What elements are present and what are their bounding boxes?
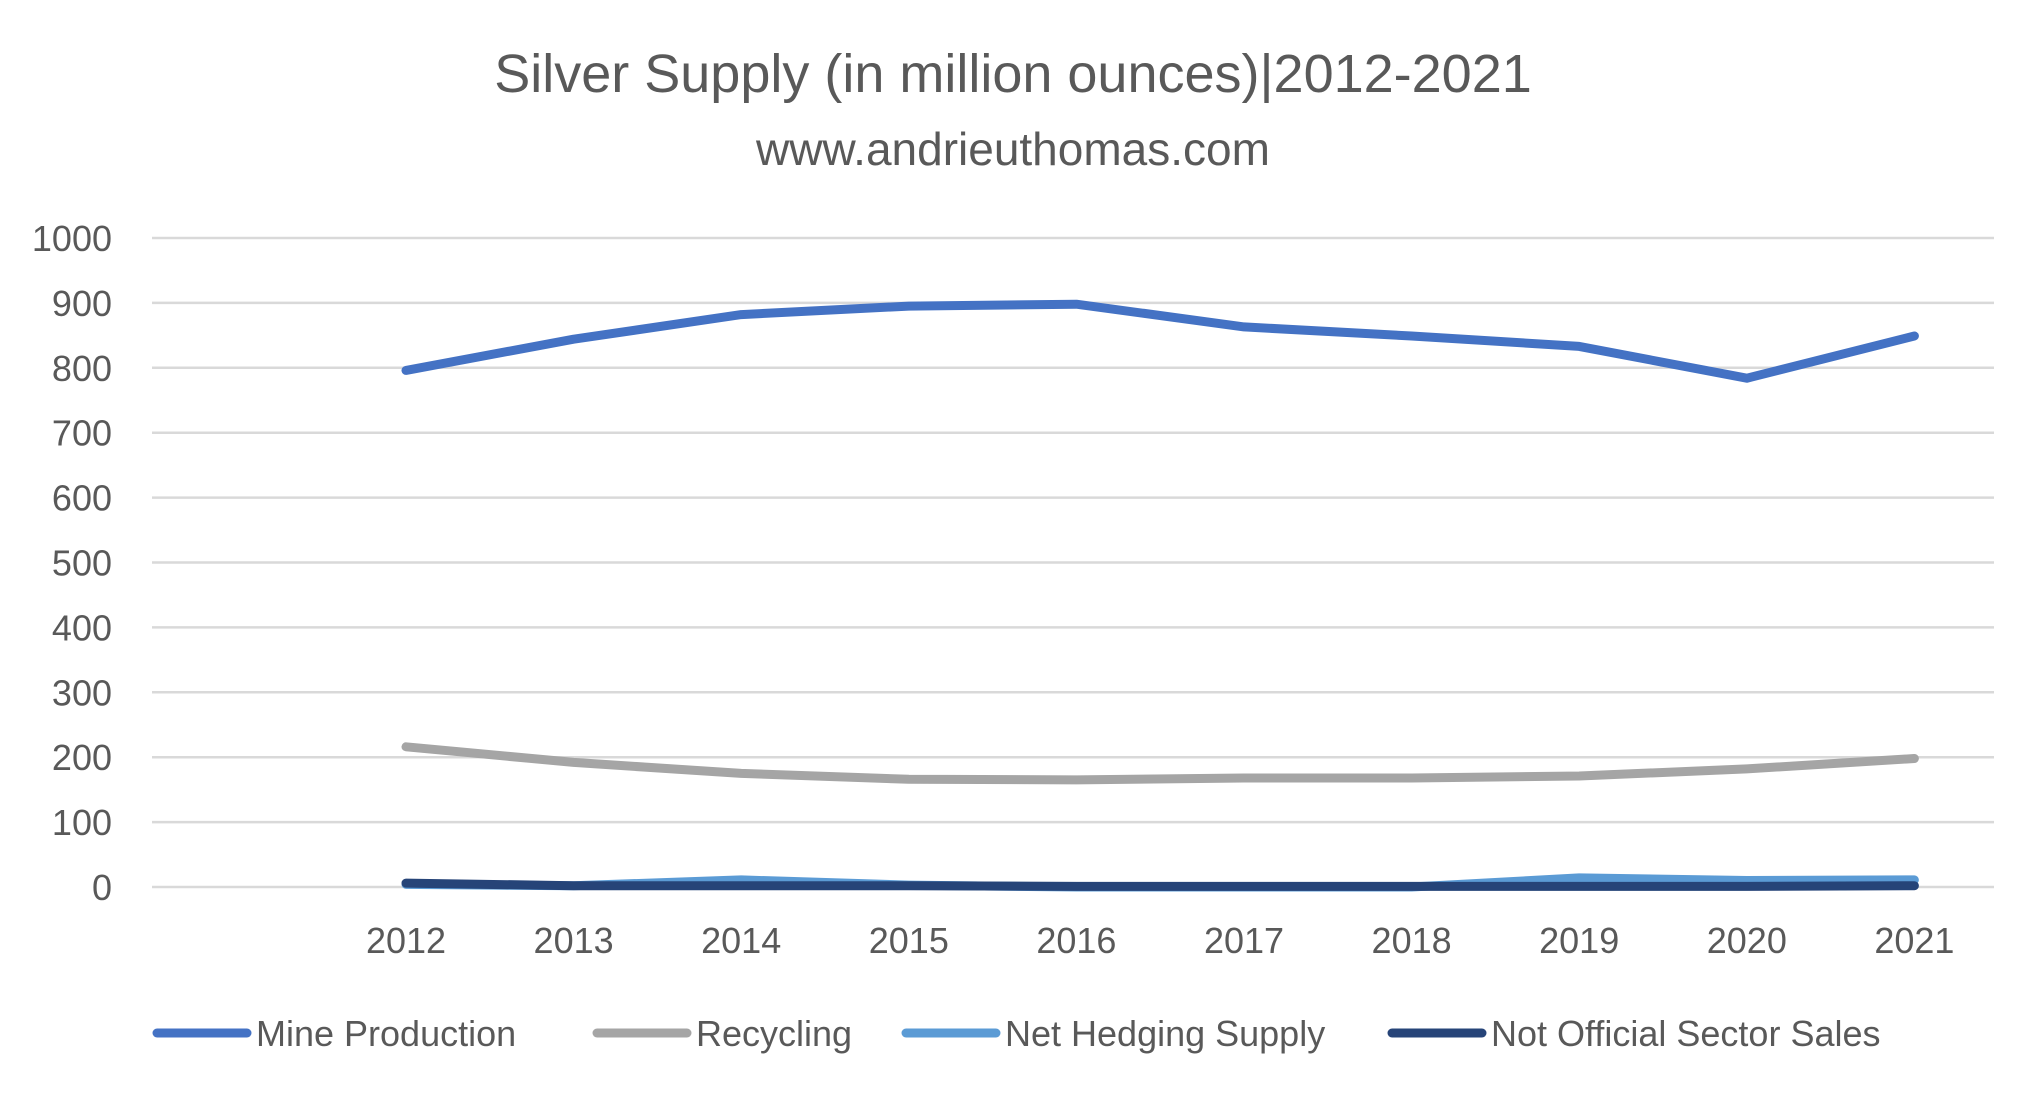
legend-label: Recycling (696, 1013, 852, 1054)
x-tick-label: 2015 (869, 920, 949, 961)
legend-label: Net Hedging Supply (1005, 1013, 1325, 1054)
y-tick-label: 900 (52, 283, 112, 324)
x-axis-tick-labels: 2012 2013 2014 2015 2016 2017 2018 2019 2020 2021 (366, 920, 1954, 961)
x-tick-label: 2017 (1204, 920, 1284, 961)
x-tick-label: 2014 (701, 920, 781, 961)
x-tick-label: 2018 (1372, 920, 1452, 961)
y-tick-label: 800 (52, 348, 112, 389)
legend: Mine Production Recycling Net Hedging Supp… (152, 1013, 1881, 1054)
y-tick-label: 0 (92, 867, 112, 908)
y-tick-label: 400 (52, 607, 112, 648)
y-tick-label: 700 (52, 413, 112, 454)
y-tick-label: 1000 (32, 218, 112, 259)
gridlines (152, 236, 1994, 889)
x-tick-label: 2020 (1707, 920, 1787, 961)
x-tick-label: 2012 (366, 920, 446, 961)
y-tick-label: 100 (52, 802, 112, 843)
y-tick-label: 200 (52, 737, 112, 778)
legend-label: Mine Production (256, 1013, 516, 1054)
y-tick-label: 600 (52, 478, 112, 519)
chart-title: Silver Supply (in million ounces)|2012-2… (494, 44, 1532, 104)
x-tick-label: 2021 (1874, 920, 1954, 961)
series-line-not-official-sector-sales (401, 878, 1919, 891)
series-line-mine-production (401, 299, 1919, 383)
series-line-recycling (401, 742, 1919, 785)
chart-subtitle: www.andrieuthomas.com (755, 123, 1270, 175)
x-tick-label: 2013 (534, 920, 614, 961)
x-tick-label: 2019 (1539, 920, 1619, 961)
series-lines (401, 299, 1919, 892)
y-tick-label: 300 (52, 672, 112, 713)
legend-label: Not Official Sector Sales (1491, 1013, 1881, 1054)
y-tick-label: 500 (52, 543, 112, 584)
y-axis-tick-labels: 0 100 200 300 400 500 600 700 800 900 1000 (32, 218, 112, 908)
x-tick-label: 2016 (1036, 920, 1116, 961)
